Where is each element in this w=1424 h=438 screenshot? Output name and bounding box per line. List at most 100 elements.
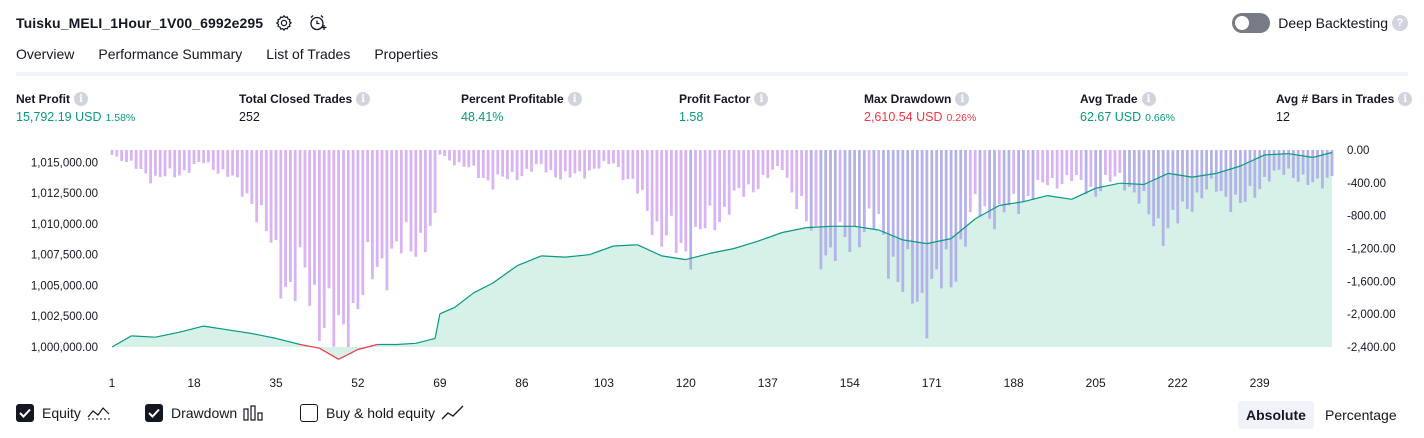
drawdown-bar	[409, 150, 413, 252]
drawdown-checkbox[interactable]	[145, 404, 163, 422]
drawdown-bar	[332, 150, 336, 347]
drawdown-bar	[959, 150, 963, 240]
metric-percent: 0.26%	[946, 112, 977, 124]
info-icon[interactable]: i	[356, 92, 371, 106]
add-alert-icon[interactable]	[307, 12, 329, 34]
drawdown-bar	[867, 150, 871, 209]
drawdown-bar	[168, 150, 172, 169]
drawdown-bar	[1046, 150, 1049, 186]
drawdown-bar	[723, 150, 726, 207]
right-axis-tick: -1,600.00	[1347, 276, 1396, 288]
info-icon[interactable]: i	[955, 92, 970, 106]
equity-area	[112, 152, 1332, 360]
drawdown-bar	[448, 150, 451, 161]
settings-icon[interactable]	[273, 12, 295, 34]
drawdown-bar	[732, 150, 736, 191]
legend-buy-hold-equity[interactable]: Buy & hold equity	[300, 404, 465, 422]
tab-performance-summary[interactable]: Performance Summary	[98, 46, 243, 62]
legend-drawdown[interactable]: Drawdown	[145, 404, 265, 422]
legend-label: Drawdown	[171, 405, 238, 421]
drawdown-bar	[293, 150, 297, 302]
equity-line-segment	[227, 329, 252, 335]
drawdown-bar	[279, 150, 283, 299]
drawdown-bar	[207, 150, 210, 163]
info-icon[interactable]: i	[1398, 92, 1413, 106]
drawdown-bar	[790, 150, 794, 193]
drawdown-bar	[414, 150, 418, 257]
drawdown-bar	[756, 150, 760, 190]
drawdown-bar	[356, 150, 360, 310]
drawdown-bar	[125, 150, 128, 162]
drawdown-bar	[1036, 150, 1040, 180]
drawdown-bar	[1007, 150, 1011, 206]
drawdown-bar	[433, 150, 437, 213]
info-icon[interactable]: i	[754, 92, 769, 106]
info-icon[interactable]: i	[1141, 92, 1156, 106]
right-axis-tick: -400.00	[1347, 178, 1386, 190]
drawdown-bar	[689, 150, 693, 270]
drawdown-bar	[1142, 150, 1146, 191]
drawdown-bar	[1325, 150, 1329, 178]
equity-line-segment	[926, 238, 952, 245]
drawdown-bar	[549, 150, 553, 171]
tab-properties[interactable]: Properties	[374, 46, 439, 62]
x-axis-tick: 18	[187, 376, 201, 390]
equity-line-segment	[179, 325, 204, 333]
drawdown-bar	[578, 150, 582, 172]
metric-value: 62.67 USD	[1080, 110, 1142, 124]
tab-overview[interactable]: Overview	[16, 46, 75, 76]
drawdown-bar	[182, 150, 186, 171]
legend-equity[interactable]: Equity	[16, 404, 111, 422]
drawdown-bar	[1104, 150, 1107, 175]
drawdown-bar	[1041, 150, 1045, 183]
drawdown-bar	[920, 150, 924, 294]
drawdown-bar	[491, 150, 495, 190]
equity-line-segment	[685, 252, 711, 261]
equity-drawdown-chart[interactable]: 1,015,000.00 1,012,500.00 1,010,000.00 1,00…	[0, 140, 1424, 394]
drawdown-bar	[819, 150, 823, 270]
info-icon[interactable]: i	[567, 92, 582, 106]
equity-checkbox[interactable]	[16, 404, 34, 422]
info-icon[interactable]: i	[74, 92, 88, 106]
equity-line-segment	[637, 244, 662, 257]
drawdown-bar	[780, 150, 784, 170]
equity-line-segment	[131, 335, 156, 338]
metric-label: Max Drawdown	[864, 92, 952, 106]
drawdown-bar	[1022, 150, 1025, 203]
left-axis-tick: 1,012,500.00	[31, 188, 98, 200]
tab-list-of-trades[interactable]: List of Trades	[266, 46, 351, 62]
drawdown-bar	[747, 150, 750, 185]
help-icon[interactable]: ?	[1392, 15, 1408, 31]
drawdown-bar	[978, 150, 982, 217]
drawdown-bar	[1161, 150, 1165, 246]
drawdown-bar	[1267, 150, 1271, 182]
drawdown-bar	[1243, 150, 1247, 202]
equity-line-segment	[203, 325, 228, 331]
metric-value: 2,610.54 USD	[864, 110, 943, 124]
drawdown-bar	[761, 150, 765, 175]
drawdown-bar	[163, 150, 167, 177]
equity-line-segment	[357, 343, 378, 351]
equity-line-segment	[974, 204, 1000, 220]
drawdown-bar	[1258, 150, 1262, 190]
percentage-button[interactable]: Percentage	[1325, 407, 1397, 423]
drawdown-bar	[428, 150, 432, 226]
x-axis-tick: 188	[1004, 376, 1024, 390]
drawdown-bar	[453, 150, 456, 166]
drawdown-bar	[1185, 150, 1189, 209]
drawdown-bars-icon	[243, 405, 265, 421]
drawdown-bar	[457, 150, 461, 163]
deep-backtesting-toggle[interactable]	[1232, 13, 1271, 33]
drawdown-bar	[496, 150, 500, 175]
drawdown-bar	[559, 150, 562, 180]
absolute-button[interactable]: Absolute	[1238, 401, 1314, 429]
right-axis-tick: -1,200.00	[1347, 244, 1396, 256]
buy-hold-checkbox[interactable]	[300, 404, 318, 422]
drawdown-bar	[240, 150, 244, 197]
drawdown-bar	[226, 150, 230, 177]
drawdown-bar	[1166, 150, 1170, 229]
metric-avg-bars-in-trades: Avg # Bars in Trades i 12	[1276, 92, 1413, 124]
drawdown-bar	[1316, 150, 1319, 179]
drawdown-bar	[530, 150, 533, 172]
drawdown-bar	[1214, 150, 1218, 192]
